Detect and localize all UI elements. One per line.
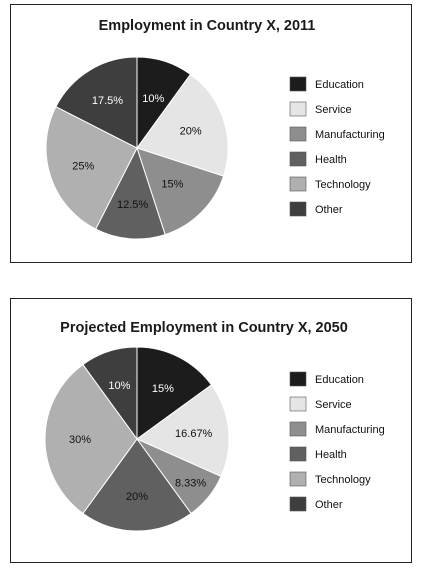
legend-swatch-health: [289, 446, 307, 462]
slice-label-health: 20%: [126, 491, 148, 503]
legend-label-technology: Technology: [315, 474, 371, 486]
pie-slice-other: [82, 346, 138, 441]
legend-swatch-service: [289, 396, 307, 412]
legend-swatch-service: [289, 101, 307, 117]
pie-slice-health: [95, 146, 166, 240]
slice-label-education: 10%: [142, 93, 164, 105]
legend-swatch-education: [289, 371, 307, 387]
pie-chart-2050: Projected Employment in Country X, 2050 …: [44, 320, 385, 532]
slice-label-manufacturing: 8.33%: [175, 477, 206, 489]
slice-label-other: 17.5%: [92, 95, 123, 107]
slice-label-health: 12.5%: [117, 199, 148, 211]
pie-slice-education: [136, 346, 213, 440]
slice-label-manufacturing: 15%: [161, 178, 183, 190]
legend-label-other: Other: [315, 499, 343, 511]
legend-swatch-manufacturing: [289, 126, 307, 142]
pie-slice-other: [55, 56, 138, 149]
legend-swatch-technology: [289, 471, 307, 487]
legend-label-service: Service: [315, 399, 352, 411]
legend-label-health: Health: [315, 449, 347, 461]
legend-label-health: Health: [315, 154, 347, 166]
legend-swatch-technology: [289, 176, 307, 192]
legend-swatch-other: [289, 201, 307, 217]
legend-swatch-education: [289, 76, 307, 92]
legend-swatch-manufacturing: [289, 421, 307, 437]
pie-slice-service: [136, 384, 230, 478]
legend-label-service: Service: [315, 104, 352, 116]
legend-label-other: Other: [315, 204, 343, 216]
legend-swatch-other: [289, 496, 307, 512]
pie-chart-2011: Employment in Country X, 2011 10% 20% 15% 1…: [45, 18, 385, 240]
chart-title: Employment in Country X, 2011: [99, 18, 316, 34]
legend-label-manufacturing: Manufacturing: [315, 129, 385, 141]
slice-label-other: 10%: [108, 380, 130, 392]
slice-label-service: 16.67%: [175, 428, 213, 440]
legend-label-education: Education: [315, 374, 364, 386]
legend-label-technology: Technology: [315, 179, 371, 191]
pie-slice-service: [136, 73, 229, 177]
legend-label-education: Education: [315, 79, 364, 91]
pie-slice-technology: [44, 363, 138, 515]
chart-panel-2011: Employment in Country X, 2011 10% 20% 15% 1…: [10, 4, 412, 263]
legend-label-manufacturing: Manufacturing: [315, 424, 385, 436]
slice-label-education: 15%: [152, 383, 174, 395]
legend-swatch-health: [289, 151, 307, 167]
slice-label-service: 20%: [180, 126, 202, 138]
slice-label-technology: 30%: [69, 434, 91, 446]
pie-slice-technology: [45, 106, 138, 230]
slice-label-technology: 25%: [72, 160, 94, 172]
pie-slice-manufacturing: [136, 147, 225, 236]
chart-title: Projected Employment in Country X, 2050: [60, 320, 348, 336]
pie-slice-health: [82, 438, 192, 532]
chart-panel-2050: Projected Employment in Country X, 2050 …: [10, 298, 412, 563]
